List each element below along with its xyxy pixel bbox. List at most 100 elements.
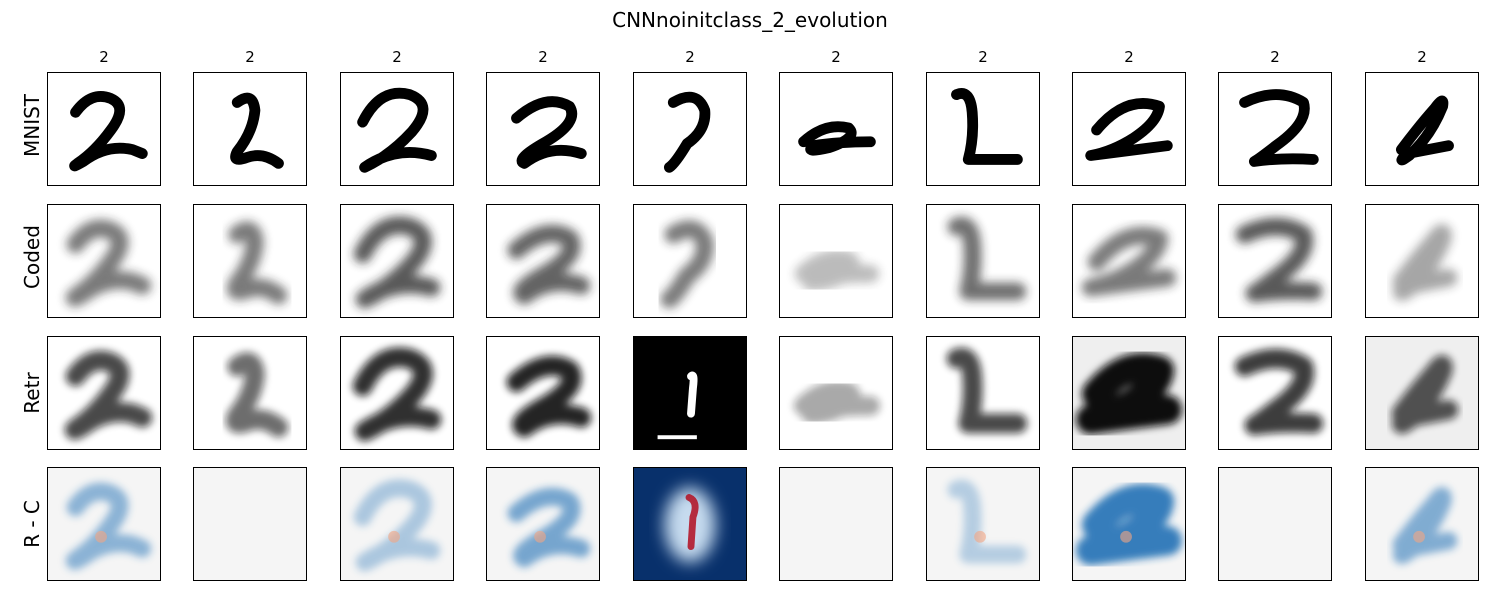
diff-image — [340, 467, 454, 581]
column-label: 2 — [538, 48, 548, 66]
retr-image-svg — [225, 352, 289, 438]
heat-spot — [388, 530, 400, 543]
diff-image — [193, 467, 307, 581]
retr-image-svg — [1075, 352, 1183, 435]
retr-image — [193, 336, 307, 450]
diff-image — [486, 467, 600, 581]
coded-image-svg — [1081, 226, 1177, 297]
coded-image-svg — [353, 216, 441, 309]
diff-image — [1072, 467, 1186, 581]
digit-stroke — [353, 216, 441, 309]
row-label: Retr — [20, 372, 44, 414]
digit-stroke — [794, 249, 880, 291]
heat-spot — [974, 530, 986, 543]
mnist-image-svg — [357, 87, 437, 173]
digit-stroke — [685, 494, 699, 551]
diff-image — [1218, 467, 1332, 581]
coded-image — [633, 204, 747, 318]
column-label: 2 — [1417, 48, 1427, 66]
mnist-image — [47, 72, 161, 186]
digit-stroke — [1075, 483, 1183, 566]
figure-title: CNNnoinitclass_2_evolution — [612, 8, 888, 32]
diff-image — [779, 467, 893, 581]
column-label: 2 — [978, 48, 988, 66]
coded-image-svg — [507, 224, 591, 305]
coded-image — [47, 204, 161, 318]
digit-stroke — [947, 479, 1027, 564]
diff-image-svg — [194, 468, 306, 580]
digit-stroke — [352, 347, 442, 442]
diff-image — [47, 467, 161, 581]
coded-image — [926, 204, 1040, 318]
digit-stroke — [1235, 217, 1323, 303]
retr-image — [926, 336, 1040, 450]
mnist-image — [779, 72, 893, 186]
mnist-image-svg — [1239, 89, 1319, 167]
mnist-image — [340, 72, 454, 186]
mnist-image — [193, 72, 307, 186]
coded-image-svg — [947, 216, 1027, 301]
coded-image-svg — [1235, 217, 1323, 303]
retr-image — [47, 336, 161, 450]
coded-image — [486, 204, 600, 318]
retr-image-svg — [946, 347, 1028, 434]
retr-image — [633, 336, 747, 450]
row-label: MNIST — [20, 93, 44, 157]
digit-stroke — [511, 96, 587, 169]
digit-stroke — [65, 482, 152, 570]
column-label: 2 — [245, 48, 255, 66]
digit-stroke — [946, 347, 1028, 434]
digit-stroke — [687, 371, 698, 418]
digit-stroke — [1081, 226, 1177, 297]
retr-image-svg — [1391, 355, 1459, 434]
heat-spot — [95, 530, 107, 543]
mnist-image-svg — [1085, 98, 1173, 161]
digit-stroke — [793, 380, 881, 424]
mnist-image — [486, 72, 600, 186]
digit-stroke — [663, 91, 711, 173]
digit-stroke — [353, 479, 441, 572]
retr-image — [340, 336, 454, 450]
digit-stroke — [951, 88, 1023, 165]
mnist-image — [1365, 72, 1479, 186]
digit-stroke — [1085, 98, 1173, 161]
digit-stroke — [660, 220, 714, 309]
digit-stroke — [506, 355, 592, 438]
digit-stroke — [226, 221, 288, 305]
mnist-image — [926, 72, 1040, 186]
mnist-image-svg — [798, 121, 876, 156]
diff-image — [1365, 467, 1479, 581]
digit-stroke — [1075, 352, 1183, 435]
column-label: 2 — [685, 48, 695, 66]
digit-stroke — [357, 87, 437, 173]
column-label: 2 — [1270, 48, 1280, 66]
coded-image — [1218, 204, 1332, 318]
diff-image-svg — [65, 482, 152, 570]
diff-image-svg — [780, 468, 892, 580]
diff-image-svg — [1219, 468, 1331, 580]
digit-stroke — [947, 216, 1027, 301]
coded-image — [340, 204, 454, 318]
coded-image-svg — [65, 219, 152, 307]
column-label: 2 — [99, 48, 109, 66]
retr-image-svg — [506, 355, 592, 438]
mnist-image — [1072, 72, 1186, 186]
digit-stroke — [1395, 95, 1454, 166]
retr-image — [486, 336, 600, 450]
digit-stroke — [69, 91, 148, 172]
mnist-image-svg — [69, 91, 148, 172]
mnist-image-svg — [663, 91, 711, 173]
retr-image-svg — [1234, 348, 1324, 436]
diff-image-svg — [1075, 483, 1183, 566]
digit-stroke — [65, 219, 152, 307]
mnist-image-svg — [230, 92, 284, 169]
retr-image — [1218, 336, 1332, 450]
coded-image-svg — [660, 220, 714, 309]
mnist-image — [633, 72, 747, 186]
heat-spot — [1120, 530, 1132, 543]
coded-image-svg — [1392, 224, 1458, 301]
coded-image — [1365, 204, 1479, 318]
digit-stroke — [1391, 355, 1459, 434]
diff-image-svg — [664, 487, 716, 563]
coded-image — [193, 204, 307, 318]
